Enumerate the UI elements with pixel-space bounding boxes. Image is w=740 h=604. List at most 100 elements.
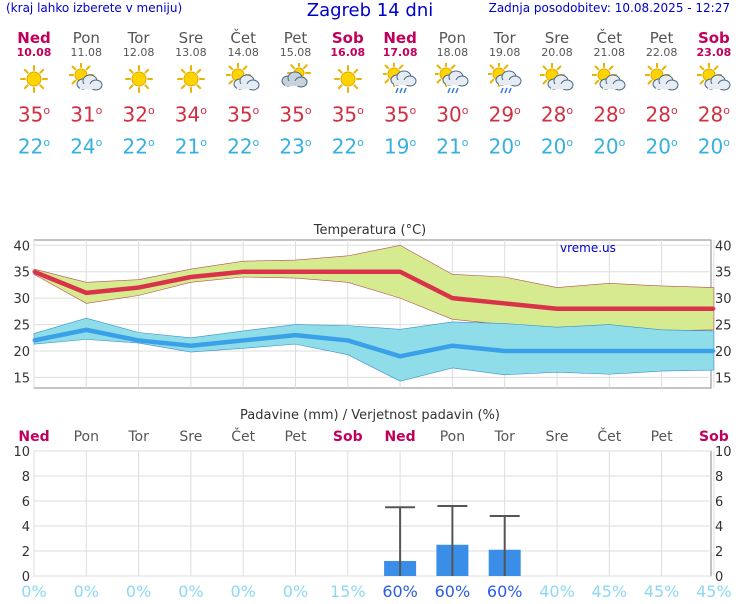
day-date: 21.08 [593,46,626,59]
sun-cloud-icon [644,63,679,91]
sun-cloud-icon [540,63,574,91]
min-temp-point [398,354,402,358]
location-menu-note[interactable]: (kraj lahko izberete v meniju) [6,1,183,15]
precip-axis-tick-left: 6 [22,495,30,510]
precip-probability-label: 0% [231,582,256,600]
precip-day-label: Tor [493,429,515,445]
precip-probability-label: 0% [21,582,46,600]
min-temp-point [189,344,193,348]
precip-axis-tick-right: 0 [715,570,723,585]
temp-min: 23o [279,134,312,159]
day-date: 18.08 [436,46,469,59]
max-temp-point [137,286,141,290]
max-temp-point [32,270,36,274]
temp-axis-tick-left: 35 [13,266,30,281]
temp-max: 30o [436,102,469,127]
sun-icon [20,65,48,93]
max-temp-point [241,270,245,274]
day-column: Čet 21.08 28o 20o [583,30,635,158]
temp-min: 20o [540,134,574,159]
day-date: 23.08 [696,46,732,59]
temp-min: 20o [645,134,678,159]
day-date: 11.08 [70,46,103,59]
min-temp-point [32,338,36,342]
day-column: Pet 22.08 28o 20o [636,30,688,158]
temp-max: 35o [384,102,417,127]
precip-axis-tick-right: 8 [715,470,723,485]
day-name: Pon [438,29,466,47]
day-name: Ned [17,29,51,47]
day-name: Pet [283,29,308,47]
precip-axis-tick-left: 2 [22,545,30,560]
precip-probability-label: 45% [696,582,732,600]
day-name: Čet [230,29,256,47]
min-temp-point [137,338,141,342]
temp-axis-tick-left: 40 [13,239,30,254]
min-temp-point [450,344,454,348]
temp-axis-tick-right: 25 [715,319,732,334]
day-column: Sre 13.08 34o 21o [165,30,217,159]
sun-icon [176,65,205,93]
temp-min: 22o [331,134,364,159]
sun-icon [124,65,153,93]
max-temp-point [555,307,559,311]
max-temp-point [503,301,507,305]
precip-probability-label: 0% [74,582,99,600]
day-column: Čet 14.08 35o 22o [217,30,269,158]
day-column: Sre 20.08 28o 20o [531,30,583,158]
day-name: Tor [493,29,516,47]
day-date: 16.08 [330,46,366,59]
precip-day-label: Čet [597,427,621,445]
day-name: Čet [596,29,623,47]
min-temp-point [660,349,664,353]
temperature-chart-title: Temperatura (°C) [313,223,426,238]
min-temp-point [241,338,245,342]
day-column: Sob 23.08 28o 20o [688,29,740,159]
day-column: Pon 11.08 31o 24o [60,30,112,158]
temp-max: 35o [279,102,312,127]
sun-cloud-icon [69,63,103,91]
precip-axis-tick-right: 10 [715,445,732,460]
precip-day-label: Ned [18,429,49,445]
precip-probability-label: 0% [283,582,308,600]
precip-probability-label: 60% [487,582,523,600]
precip-day-label: Čet [231,427,255,445]
min-temp-point [712,349,716,353]
precip-probability-label: 0% [126,582,151,600]
max-temp-point [189,275,193,279]
precip-day-label: Pon [74,429,99,445]
sun-cloud-icon [592,63,626,91]
temp-max: 28o [540,102,574,127]
precip-axis-tick-right: 6 [715,495,723,510]
day-name: Pet [649,29,674,47]
day-name: Sob [697,29,730,47]
sun-icon [333,65,362,93]
precip-axis-tick-left: 0 [22,570,30,585]
temp-axis-tick-left: 25 [13,319,30,334]
max-temp-point [712,307,716,311]
precip-day-label: Ned [384,429,415,445]
min-temp-line [33,327,714,359]
temp-min: 21o [436,134,469,159]
precip-day-label: Pet [651,429,674,445]
sun-rain-icon [383,63,417,94]
day-name: Sob [331,29,364,47]
temp-axis-tick-right: 15 [715,371,732,386]
day-column: Pon 18.08 30o 21o [426,30,478,158]
max-temp-point [607,307,611,311]
precip-probability-label: 40% [539,582,575,600]
day-column: Tor 12.08 32o 22o [113,30,165,159]
day-name: Sre [544,29,570,47]
sun-rain-icon [487,63,522,94]
day-date: 20.08 [541,46,573,59]
min-temp-point [503,349,507,353]
temp-axis-tick-right: 40 [715,239,732,254]
temp-max: 28o [697,102,730,127]
precip-day-label: Pet [284,429,307,445]
precip-axis-tick-right: 2 [715,545,723,560]
temp-max: 32o [122,102,155,127]
day-date: 13.08 [175,46,207,59]
max-temp-line [33,269,714,311]
header-bar: (kraj lahko izberete v meniju) Zagreb 14… [0,0,740,24]
